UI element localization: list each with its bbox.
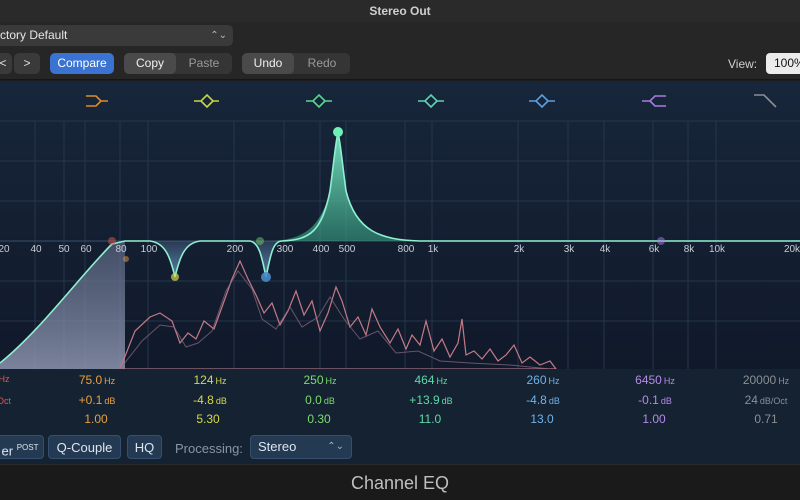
band-5-dip-fill <box>250 241 282 277</box>
view-zoom-field[interactable]: 100% <box>766 53 800 74</box>
copy-button[interactable]: Copy <box>124 53 176 74</box>
band-3-node[interactable] <box>256 237 264 245</box>
lowcut-fill <box>0 241 125 369</box>
next-preset-button[interactable]: > <box>14 53 40 74</box>
eq-graph-canvas <box>0 81 800 369</box>
band-3-frequency[interactable]: 250 Hz <box>303 373 337 387</box>
spectrum-analyzer <box>119 259 557 369</box>
freq-label: 20k <box>783 244 800 255</box>
band-icons-row <box>86 93 777 109</box>
freq-label: 2k <box>513 244 525 255</box>
lowshelf-band-icon[interactable] <box>194 93 219 109</box>
plugin-name: Channel EQ <box>0 464 800 500</box>
band-7-slope[interactable]: 24 dB/Oct <box>744 393 788 407</box>
freq-label: 60 <box>80 244 92 255</box>
band-1-gain[interactable]: +0.1 dB <box>78 393 116 407</box>
bottom-controls: er POST Q-Couple HQ Processing: Stereo ⌃… <box>0 432 800 464</box>
freq-label: 400 <box>312 244 330 255</box>
band-4-node[interactable] <box>333 127 343 137</box>
redo-button[interactable]: Redo <box>307 56 337 70</box>
band-5-gain[interactable]: -4.8 dB <box>526 393 560 407</box>
view-label: View: <box>728 57 758 71</box>
lowcut-node[interactable] <box>108 237 116 245</box>
eq-curve <box>0 130 800 364</box>
freq-label: 100 <box>140 244 158 255</box>
band-1-frequency[interactable]: 75.0 Hz <box>78 373 116 387</box>
band-0-slope-unit[interactable]: Oct <box>0 396 12 406</box>
band-1-node[interactable] <box>123 256 129 262</box>
chevron-updown-icon: ⌃⌄ <box>210 30 227 41</box>
hq-button[interactable]: HQ <box>127 435 162 459</box>
freq-label: 6k <box>648 244 660 255</box>
band-5-frequency[interactable]: 260 Hz <box>526 373 560 387</box>
freq-label: 300 <box>276 244 294 255</box>
compare-button[interactable]: Compare <box>50 53 114 74</box>
q-couple-button[interactable]: Q-Couple <box>48 435 121 459</box>
freq-label: 8k <box>683 244 695 255</box>
parametric-band-4-icon[interactable] <box>529 93 555 109</box>
band-3-q[interactable]: 0.30 <box>307 412 331 426</box>
band-6-q[interactable]: 1.00 <box>642 412 666 426</box>
processing-value: Stereo <box>258 439 297 454</box>
lowcut-band-icon[interactable] <box>86 95 108 107</box>
band-4-gain[interactable]: +13.9 dB <box>409 393 453 407</box>
freq-label: 4k <box>599 244 611 255</box>
previous-preset-button[interactable]: < <box>0 53 12 74</box>
paste-button[interactable]: Paste <box>188 56 220 70</box>
band-5-node[interactable] <box>261 272 271 282</box>
processing-label: Processing: <box>175 441 243 456</box>
toolbar: < > Compare Copy Paste Undo Redo View: 1… <box>0 50 800 80</box>
band-6-frequency[interactable]: 6450 Hz <box>635 373 675 387</box>
band-1-dip-fill <box>150 241 200 277</box>
freq-label: 50 <box>58 244 70 255</box>
processing-select[interactable]: Stereo ⌃⌄ <box>250 435 352 459</box>
preset-bar: ctory Default ⌃⌄ <box>0 22 800 50</box>
freq-label: 20 <box>0 244 10 255</box>
band-2-gain[interactable]: -4.8 dB <box>193 393 227 407</box>
band-6-gain[interactable]: -0.1 dB <box>638 393 672 407</box>
freq-label: 3k <box>563 244 575 255</box>
band-0-freq-unit[interactable]: Hz <box>0 374 10 384</box>
freq-label: 40 <box>30 244 42 255</box>
freq-label: 1k <box>427 244 439 255</box>
freq-label: 80 <box>115 244 127 255</box>
band-7-q[interactable]: 0.71 <box>754 412 778 426</box>
band-4-q[interactable]: 11.0 <box>418 412 442 426</box>
band-2-q[interactable]: 5.30 <box>196 412 220 426</box>
band-7-frequency[interactable]: 20000 Hz <box>742 373 790 387</box>
band-3-gain[interactable]: 0.0 dB <box>305 393 335 407</box>
freq-label: 200 <box>226 244 244 255</box>
band-1-q[interactable]: 1.00 <box>84 412 108 426</box>
band-6-node[interactable] <box>657 237 665 245</box>
highcut-band-icon[interactable] <box>754 94 777 108</box>
band-parameters: Hz Oct 75.0 Hz +0.1 dB 1.00 124 Hz -4.8 dB 5… <box>0 369 800 432</box>
window-title: Stereo Out <box>0 0 800 22</box>
analyzer-button[interactable]: er POST <box>0 435 44 459</box>
band-2-frequency[interactable]: 124 Hz <box>193 373 227 387</box>
undo-redo-group: Undo Redo <box>242 53 350 74</box>
eq-graph[interactable]: 20 40 50 60 80 100 200 300 400 500 800 1… <box>0 81 800 369</box>
preset-value: ctory Default <box>0 28 68 42</box>
highshelf-band-icon[interactable] <box>642 95 666 107</box>
parametric-band-3-icon[interactable] <box>418 93 444 109</box>
undo-button[interactable]: Undo <box>242 53 294 74</box>
freq-label: 500 <box>338 244 356 255</box>
chevron-updown-icon: ⌃⌄ <box>327 441 344 452</box>
preset-menu[interactable]: ctory Default ⌃⌄ <box>0 25 233 46</box>
band-5-q[interactable]: 13.0 <box>530 412 554 426</box>
freq-label: 10k <box>708 244 726 255</box>
parametric-band-2-icon[interactable] <box>306 93 332 109</box>
band-4-frequency[interactable]: 464 Hz <box>414 373 448 387</box>
band-2-node[interactable] <box>171 273 179 281</box>
copy-paste-group: Copy Paste <box>124 53 232 74</box>
freq-label: 800 <box>397 244 415 255</box>
